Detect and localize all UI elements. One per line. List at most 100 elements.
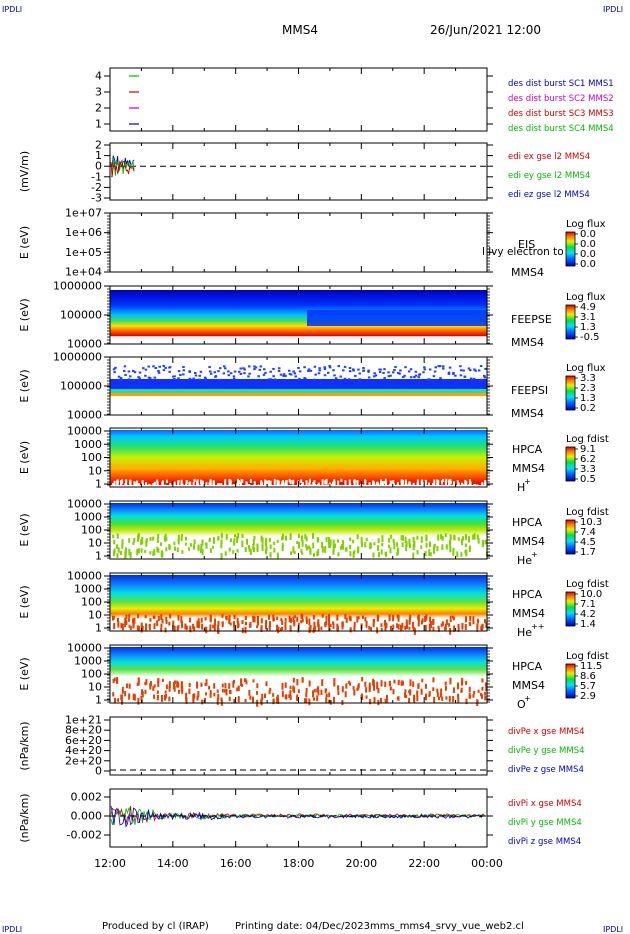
hpca-hepp-speckle <box>244 615 247 621</box>
hpca-h-speckle <box>169 482 172 488</box>
hpca-o-speckle <box>356 687 359 691</box>
hpca-hepp-speckle <box>233 625 236 632</box>
feepsi-speckle <box>243 368 246 371</box>
hpca-hepp-speckle <box>348 615 351 621</box>
hpca-he-speckle <box>268 537 271 543</box>
hpca-o-speckle <box>196 681 199 689</box>
hpca-o-speckle <box>401 680 404 686</box>
hpca-o-speckle <box>440 688 443 696</box>
hpca-hepp-speckle <box>357 616 360 620</box>
hpca-h-speckle <box>445 478 448 483</box>
hpca-hepp-speckle <box>229 622 232 626</box>
hpca-hepp-speckle <box>361 615 364 619</box>
x-tick-label: 14:00 <box>157 857 189 870</box>
divpe-legend-entry: divPe y gse MMS4 <box>508 746 585 756</box>
hpca-o-speckle <box>328 699 331 703</box>
hpca-he-speckle <box>297 533 300 539</box>
hpca-hepp-speckle <box>461 622 464 630</box>
hpca-hepp-speckle <box>204 626 207 632</box>
hpca-o-speckle <box>173 685 176 692</box>
feepsi-speckle <box>137 376 140 379</box>
hpca-o-speckle <box>325 696 328 703</box>
feepsi-speckle <box>438 365 442 368</box>
hpca-hepp-speckle <box>165 616 168 621</box>
hpca-o-plot-area <box>110 647 488 707</box>
feepsi-colorbar <box>565 375 576 411</box>
hpca-hepp-cbar-tick-label: 7.1 <box>580 599 596 610</box>
hpca-hepp-speckle <box>260 618 263 624</box>
hpca-h-speckle <box>236 478 239 486</box>
feepsi-speckle <box>292 370 295 373</box>
hpca-h-speckle <box>464 484 467 488</box>
hpca-hepp-speckle <box>481 623 484 629</box>
hpca-he-cbar-tick-label: 7.4 <box>580 527 596 538</box>
hpca-o-speckle <box>277 697 280 704</box>
feepsi-speckle <box>452 372 455 375</box>
feepsi-speckle <box>414 374 418 377</box>
hpca-o-speckle <box>469 694 472 699</box>
hpca-h-speckle <box>356 480 359 487</box>
hpca-h-speckle <box>325 478 328 483</box>
hpca-o-speckle <box>209 690 212 695</box>
feepsi-speckle <box>479 378 482 381</box>
hpca-hepp-speckle <box>336 614 339 621</box>
hpca-o-speckle <box>424 683 427 689</box>
hpca-hepp-speckle <box>389 625 392 631</box>
feepsi-speckle <box>422 371 425 374</box>
feepsi-speckle <box>227 374 231 377</box>
hpca-o-speckle <box>176 680 179 688</box>
hpca-o-speckle <box>409 689 412 696</box>
hpca-hepp-ytick-label: 1 <box>95 622 102 635</box>
hpca-hepp-speckle <box>265 619 268 625</box>
hpca-h-speckle <box>149 484 152 488</box>
hpca-o-speckle <box>288 694 291 698</box>
hpca-he-speckle <box>464 543 467 548</box>
hpca-hepp-speckle <box>264 622 267 630</box>
hpca-hepp-speckle <box>284 621 287 627</box>
feepsi-speckle <box>442 367 445 370</box>
feepse-sc-label: MMS4 <box>511 336 544 349</box>
feepsi-speckle <box>177 377 180 380</box>
hpca-hepp-cbar-tick-label: 4.2 <box>580 609 596 620</box>
hpca-he-speckle <box>392 538 395 544</box>
hpca-he-speckle <box>349 537 352 542</box>
hpca-o-speckle <box>408 697 411 704</box>
hpca-o-speckle <box>388 681 391 686</box>
hpca-o-speckle <box>269 687 272 691</box>
hpca-o-speckle <box>481 678 484 683</box>
hpca-hepp-speckle <box>164 627 167 633</box>
hpca-hepp-speckle <box>469 615 472 622</box>
hpca-h-speckle <box>224 479 227 486</box>
feepsi-speckle <box>263 368 266 371</box>
hpca-hepp-speckle <box>241 627 244 634</box>
hpca-h-speckle <box>165 479 168 484</box>
feepsi-speckle <box>298 377 301 380</box>
feepsi-speckle <box>232 375 236 378</box>
hpca-o-speckle <box>145 679 148 685</box>
feepsi-speckle <box>233 370 237 373</box>
hpca-hepp-speckle <box>128 614 131 618</box>
hpca-o-speckle <box>268 690 271 695</box>
x-tick-label: 22:00 <box>408 857 440 870</box>
feepsi-speckle <box>339 375 343 378</box>
feepsi-cbar-title: Log flux <box>566 363 606 374</box>
hpca-h-speckle <box>340 478 343 482</box>
hpca-o-speckle <box>133 693 136 701</box>
hpca-hepp-speckle <box>328 624 331 631</box>
divpe-frame <box>109 716 488 776</box>
hpca-he-speckle <box>180 534 183 538</box>
hpca-hepp-speckle <box>244 621 247 626</box>
hpca-hepp-speckle <box>401 622 404 629</box>
hpca-o-speckle <box>337 690 340 695</box>
hpca-he-speckle <box>177 538 180 545</box>
hpca-he-speckle <box>309 549 312 555</box>
feepsi-speckle <box>367 370 370 373</box>
hpca-h-speckle <box>348 479 351 486</box>
feepsi-speckle <box>198 378 201 381</box>
feepsi-speckle <box>218 378 221 381</box>
hpca-o-speckle <box>365 687 368 693</box>
hpca-he-speckle <box>304 534 307 539</box>
hpca-hepp-speckle <box>268 614 271 620</box>
hpca-hepp-speckle <box>209 624 212 632</box>
hpca-hepp-speckle <box>312 627 315 633</box>
